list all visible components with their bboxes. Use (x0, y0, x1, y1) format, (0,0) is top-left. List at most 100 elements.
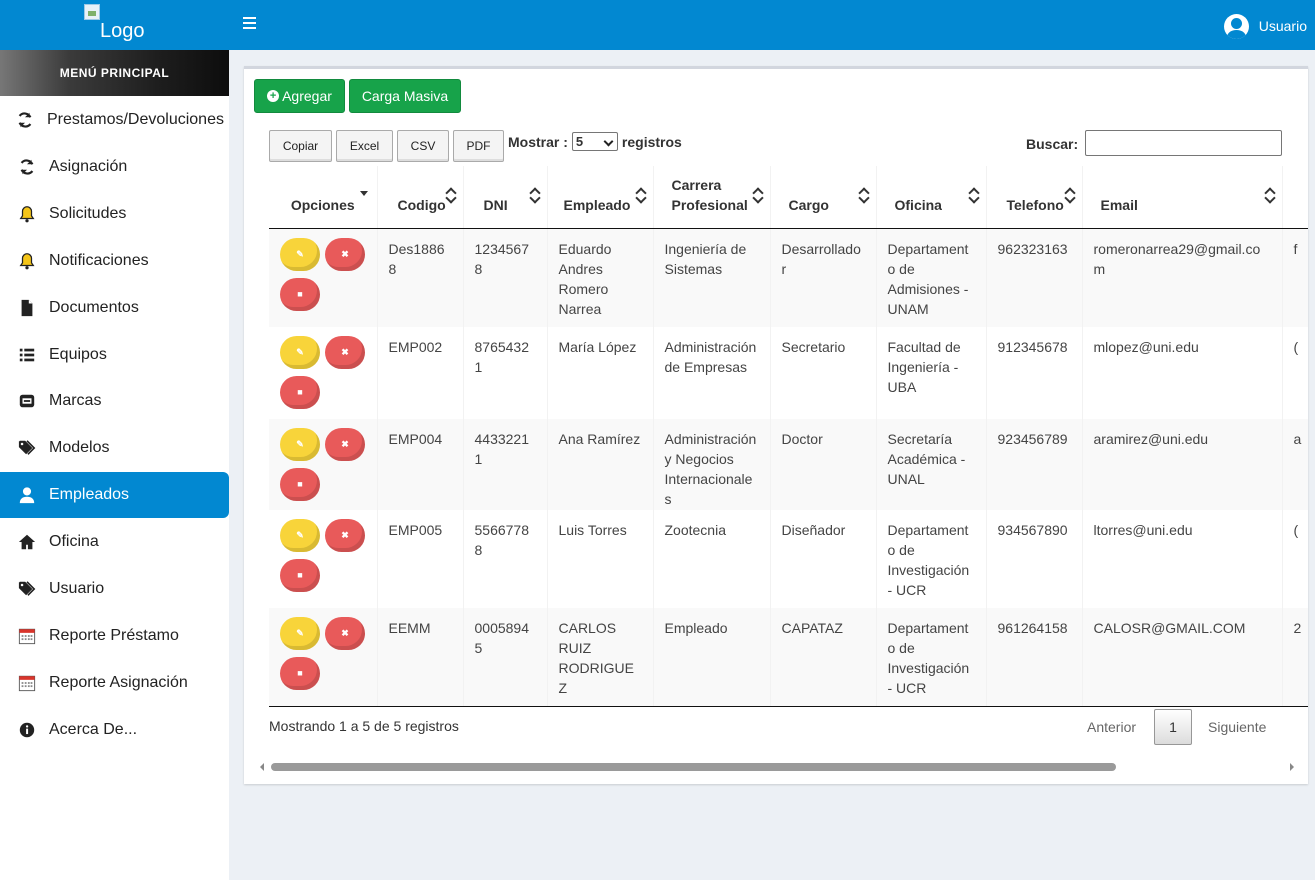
deactivate-button[interactable]: ✖ (325, 616, 365, 650)
search-input[interactable] (1085, 130, 1282, 156)
table-row: ✎ ✖ ■ EMP005 55667788 Luis Torres Zootecnia Dis… (269, 509, 1308, 608)
delete-button[interactable]: ■ (280, 558, 320, 592)
bell-icon (17, 204, 37, 224)
overflow-cell: ( (1282, 326, 1308, 419)
empleado-cell: Ana Ramírez (547, 418, 654, 510)
column-header-oficina[interactable]: Oficina (876, 166, 987, 229)
sort-desc-icon (359, 188, 369, 202)
sidebar-item-empleados[interactable]: Empleados (0, 472, 229, 519)
pagination-previous[interactable]: Anterior (1087, 719, 1137, 735)
sidebar-item-label: Empleados (49, 486, 130, 504)
plus-circle-icon: + (267, 90, 280, 102)
email-cell: ltorres@uni.edu (1082, 509, 1283, 608)
sidebar-item-oficina[interactable]: Oficina (0, 519, 229, 565)
pdf-button[interactable]: PDF (453, 130, 504, 162)
times-icon: ✖ (341, 628, 349, 638)
horizontal-scrollbar[interactable] (252, 758, 1302, 774)
column-label: Empleado (563, 196, 631, 213)
menu-toggle-icon[interactable] (243, 17, 256, 29)
column-header-empleado[interactable]: Empleado (547, 166, 654, 229)
sidebar-item-marcas[interactable]: Marcas (0, 378, 229, 424)
deactivate-button[interactable]: ✖ (325, 518, 365, 552)
employees-table-wrapper: Opciones Codigo DNI Empleado Carrera Pro… (269, 166, 1308, 707)
telefono-cell: 923456789 (986, 418, 1083, 510)
show-suffix: registros (621, 133, 682, 150)
sidebar-item-label: Reporte Préstamo (49, 626, 179, 644)
column-label: Email (1100, 196, 1138, 213)
add-button[interactable]: + Agregar (254, 79, 345, 113)
sidebar-item-reporte-asignaci-n[interactable]: Reporte Asignación (0, 660, 229, 706)
tags-icon (17, 579, 37, 599)
csv-button[interactable]: CSV (397, 130, 449, 162)
logo[interactable]: Logo (84, 4, 164, 44)
top-header: Logo Usuario (0, 0, 1315, 50)
sidebar-item-solicitudes[interactable]: Solicitudes (0, 191, 229, 237)
scroll-right-arrow[interactable] (1290, 763, 1294, 771)
sidebar-item-label: Oficina (49, 533, 99, 551)
carrera-cell: Ingeniería de Sistemas (653, 228, 771, 327)
edit-button[interactable]: ✎ (280, 335, 320, 369)
edit-button[interactable]: ✎ (280, 518, 320, 552)
pagination-next[interactable]: Siguiente (1208, 719, 1267, 735)
oficina-cell: Secretaría Académica - UNAL (876, 418, 987, 510)
sidebar-item-notificaciones[interactable]: Notificaciones (0, 238, 229, 284)
sidebar-item-modelos[interactable]: Modelos (0, 425, 229, 471)
column-header-codigo[interactable]: Codigo (377, 166, 464, 229)
email-cell: romeronarrea29@gmail.com (1082, 228, 1283, 327)
table-row: ✎ ✖ ■ EMP002 87654321 María López Administraci… (269, 326, 1308, 419)
user-avatar-icon (1223, 13, 1249, 39)
deactivate-button[interactable]: ✖ (325, 427, 365, 461)
sidebar-item-label: Notificaciones (49, 251, 149, 269)
copy-button[interactable]: Copiar (269, 130, 332, 162)
edit-button[interactable]: ✎ (280, 427, 320, 461)
sidebar-item-acerca-de[interactable]: Acerca De... (0, 707, 229, 753)
column-label: Carrera Profesional (671, 176, 748, 213)
sidebar-item-asignaci-n[interactable]: Asignación (0, 144, 229, 190)
sort-icon (753, 188, 762, 202)
column-header-telefono[interactable]: Telefono (986, 166, 1083, 229)
page-length-control: Mostrar : 5 registros (508, 132, 682, 151)
column-header-email[interactable]: Email (1082, 166, 1283, 229)
user-icon (17, 485, 37, 505)
delete-button[interactable]: ■ (280, 375, 320, 409)
user-menu[interactable]: Usuario (1223, 13, 1307, 39)
column-header-opciones[interactable]: Opciones (269, 166, 378, 229)
sidebar-item-equipos[interactable]: Equipos (0, 332, 229, 378)
refresh-icon (15, 110, 35, 130)
delete-button[interactable]: ■ (280, 277, 320, 311)
sort-icon (859, 188, 868, 202)
deactivate-button[interactable]: ✖ (325, 237, 365, 271)
column-header-dni[interactable]: DNI (463, 166, 548, 229)
delete-button[interactable]: ■ (280, 467, 320, 501)
edit-button[interactable]: ✎ (280, 237, 320, 271)
sort-icon (446, 188, 455, 202)
pagination-page-1[interactable]: 1 (1154, 709, 1192, 745)
telefono-cell: 961264158 (986, 607, 1083, 707)
excel-button[interactable]: Excel (336, 130, 393, 162)
sidebar-item-documentos[interactable]: Documentos (0, 285, 229, 331)
column-header-carrera[interactable]: Carrera Profesional (653, 166, 771, 229)
codigo-cell: EMP002 (377, 326, 464, 419)
cargo-cell: CAPATAZ (770, 607, 877, 707)
sidebar-item-label: Reporte Asignación (49, 673, 188, 691)
scrollbar-thumb[interactable] (271, 763, 1116, 771)
deactivate-button[interactable]: ✖ (325, 335, 365, 369)
calendar-icon (17, 673, 37, 693)
column-header-cargo[interactable]: Cargo (770, 166, 877, 229)
edit-button[interactable]: ✎ (280, 616, 320, 650)
sidebar-item-label: Asignación (49, 157, 128, 175)
scroll-left-arrow[interactable] (260, 763, 264, 771)
page-length-select[interactable]: 5 (571, 132, 618, 151)
email-cell: mlopez@uni.edu (1082, 326, 1283, 419)
telefono-cell: 934567890 (986, 509, 1083, 608)
sidebar-item-usuario[interactable]: Usuario (0, 566, 229, 612)
delete-button[interactable]: ■ (280, 656, 320, 690)
trash-icon: ■ (297, 479, 303, 489)
overflow-cell: ( (1282, 509, 1308, 608)
sidebar-item-prestamos-devoluciones[interactable]: Prestamos/Devoluciones (0, 97, 229, 143)
bulk-upload-button[interactable]: Carga Masiva (349, 79, 461, 113)
sidebar-item-reporte-pr-stamo[interactable]: Reporte Préstamo (0, 613, 229, 659)
telefono-cell: 962323163 (986, 228, 1083, 327)
times-icon: ✖ (341, 347, 349, 357)
home-icon (17, 532, 37, 552)
